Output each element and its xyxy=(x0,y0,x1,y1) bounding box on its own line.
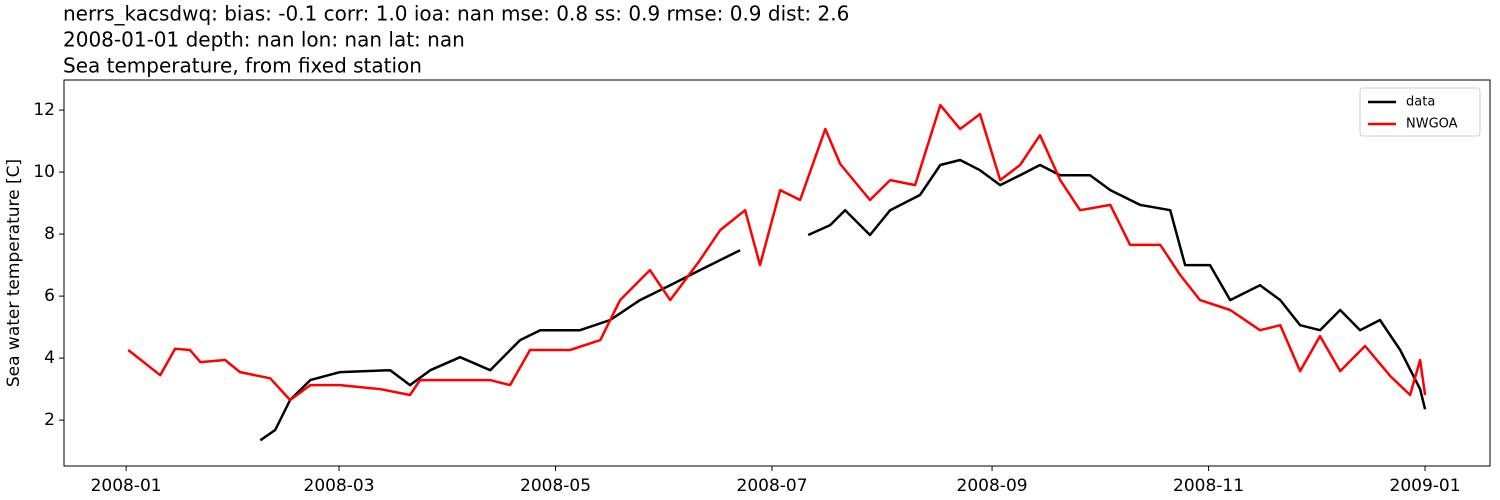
y-tick-label: 4 xyxy=(44,348,55,368)
x-tick-label: 2008-11 xyxy=(1173,476,1244,496)
x-tick-label: 2008-01 xyxy=(91,476,162,496)
y-tick-label: 12 xyxy=(33,100,55,120)
plot-frame xyxy=(63,79,1491,467)
legend-label: NWGOA xyxy=(1406,117,1458,132)
y-tick-label: 10 xyxy=(33,162,55,182)
x-tick-label: 2008-09 xyxy=(957,476,1028,496)
data-line xyxy=(259,158,1427,442)
chart-title: nerrs_kacsdwq: bias: -0.1 corr: 1.0 ioa:… xyxy=(63,2,849,26)
legend-label: data xyxy=(1406,95,1435,110)
x-tick-label: 2009-01 xyxy=(1390,476,1461,496)
chart-title: 2008-01-01 depth: nan lon: nan lat: nan xyxy=(63,28,465,52)
x-tick-label: 2008-03 xyxy=(304,476,375,496)
x-tick-label: 2008-05 xyxy=(520,476,591,496)
data-line xyxy=(127,103,1427,402)
y-tick-label: 6 xyxy=(44,286,55,306)
y-axis-label: Sea water temperature [C] xyxy=(4,159,24,387)
y-tick-label: 2 xyxy=(44,410,55,430)
x-tick-label: 2008-07 xyxy=(737,476,808,496)
chart-title: Sea temperature, from fixed station xyxy=(63,54,422,78)
y-tick-label: 8 xyxy=(44,224,55,244)
